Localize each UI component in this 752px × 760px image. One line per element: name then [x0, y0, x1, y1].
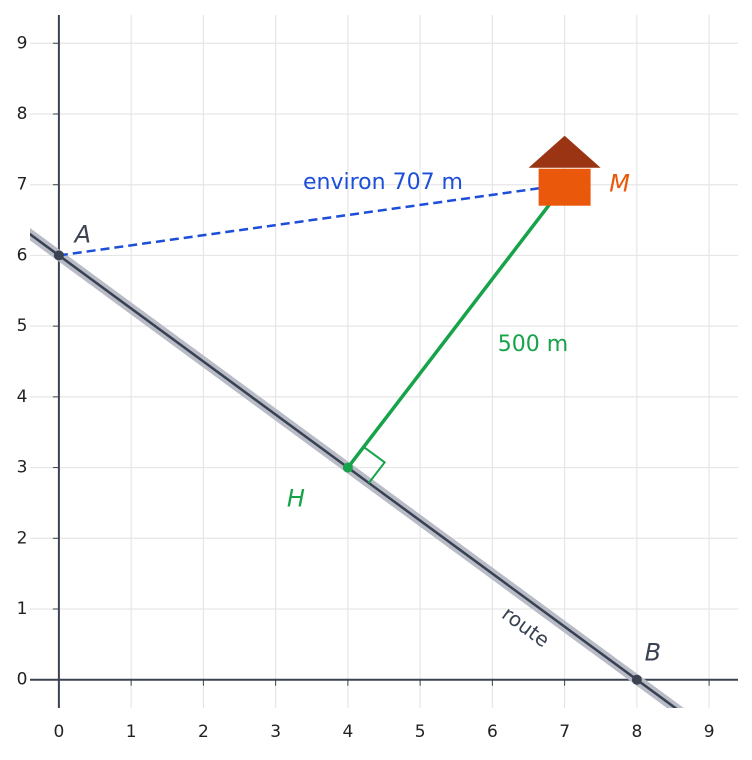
x-tick-label: 7	[559, 722, 570, 742]
point-label: A	[73, 220, 91, 248]
point-label: M	[609, 170, 630, 198]
y-tick-label: 7	[17, 175, 28, 195]
point	[342, 462, 353, 473]
route	[30, 232, 678, 708]
y-tick-label: 2	[17, 528, 28, 548]
right-angle	[363, 446, 387, 484]
x-tick-label: 2	[198, 722, 209, 742]
y-tick-label: 3	[17, 458, 28, 478]
x-tick-label: 4	[342, 722, 353, 742]
y-tick-label: 6	[17, 245, 28, 265]
perpendicular-label: 500 m	[498, 332, 568, 357]
y-tick-label: 5	[17, 316, 28, 336]
route-halo	[30, 228, 684, 708]
distance-label: environ 707 m	[303, 170, 463, 195]
x-tick-label: 9	[704, 722, 715, 742]
x-tick-label: 5	[415, 722, 426, 742]
x-tick-label: 1	[126, 722, 137, 742]
point	[631, 674, 642, 685]
y-tick-label: 4	[17, 387, 28, 407]
point-label: H	[287, 485, 305, 513]
perpendicular-line	[346, 183, 567, 469]
distance-line	[58, 183, 565, 257]
y-tick-label: 1	[17, 599, 28, 619]
x-tick-label: 0	[53, 722, 64, 742]
y-tick-label: 8	[17, 104, 28, 124]
x-tick-label: 6	[487, 722, 498, 742]
house-body	[538, 168, 591, 206]
point-label: B	[645, 639, 661, 667]
x-tick-label: 8	[631, 722, 642, 742]
point	[53, 250, 64, 261]
y-tick-label: 9	[17, 33, 28, 53]
route-group	[30, 228, 684, 708]
y-tick-label: 0	[17, 670, 28, 690]
x-tick-label: 3	[270, 722, 281, 742]
house-roof	[528, 135, 601, 168]
